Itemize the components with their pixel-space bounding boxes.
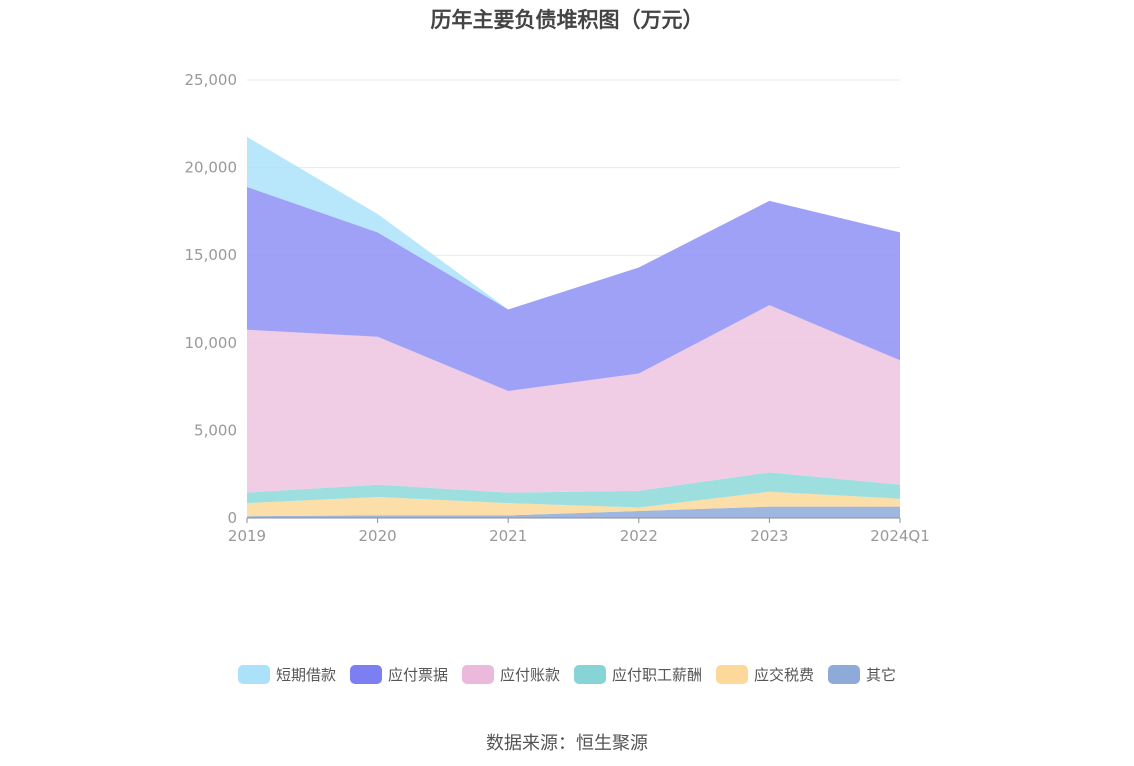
x-tick-label: 2021 <box>489 527 527 545</box>
y-tick-label: 10,000 <box>185 334 238 352</box>
legend-label: 应付职工薪酬 <box>612 666 703 684</box>
legend-swatch <box>349 665 382 684</box>
area-应交税费 <box>247 491 900 517</box>
x-tick-label: 2020 <box>359 527 397 545</box>
legend-item-taxes-payable[interactable]: 应交税费 <box>716 664 814 685</box>
legend-label: 应付票据 <box>387 666 448 684</box>
legend-swatch <box>237 665 270 684</box>
area-短期借款 <box>247 136 900 310</box>
y-tick-label: 0 <box>227 509 237 527</box>
legend-swatch <box>716 665 749 684</box>
legend-label: 应交税费 <box>754 666 815 684</box>
y-tick-label: 5,000 <box>194 421 237 439</box>
legend-item-accounts-payable[interactable]: 应付账款 <box>461 664 560 685</box>
legend-swatch <box>461 665 494 684</box>
legend-swatch <box>828 665 861 684</box>
x-tick-label: 2019 <box>228 527 266 545</box>
legend-label: 应付账款 <box>499 666 560 684</box>
data-source-note: 数据来源：恒生聚源 <box>486 733 648 754</box>
x-tick-label: 2022 <box>620 527 658 545</box>
y-tick-label: 25,000 <box>185 71 238 89</box>
legend-item-payroll-payable[interactable]: 应付职工薪酬 <box>574 664 702 685</box>
axes: 0 5,000 10,000 15,000 20,000 25,000 2019 2020 20… <box>185 71 930 545</box>
area-其它 <box>247 506 900 518</box>
x-tick-label: 2023 <box>750 527 788 545</box>
legend-swatch <box>574 665 606 684</box>
legend: 短期借款 应付票据 应付账款 应付职工薪酬 应交税费 其它 <box>0 664 1134 685</box>
y-tick-label: 20,000 <box>185 159 238 177</box>
area-应付职工薪酬 <box>247 472 900 508</box>
area-应付账款 <box>247 305 900 493</box>
legend-item-notes-payable[interactable]: 应付票据 <box>349 664 448 685</box>
legend-item-short-term-loans[interactable]: 短期借款 <box>237 664 336 685</box>
legend-item-other[interactable]: 其它 <box>828 664 896 685</box>
area-应付票据 <box>247 186 900 391</box>
area-series <box>247 136 900 518</box>
y-tick-label: 15,000 <box>185 246 238 264</box>
x-tick-label: 2024Q1 <box>870 527 930 545</box>
chart-title: 历年主要负债堆积图（万元） <box>430 8 704 32</box>
legend-label: 短期借款 <box>275 666 336 684</box>
legend-label: 其它 <box>866 666 897 684</box>
